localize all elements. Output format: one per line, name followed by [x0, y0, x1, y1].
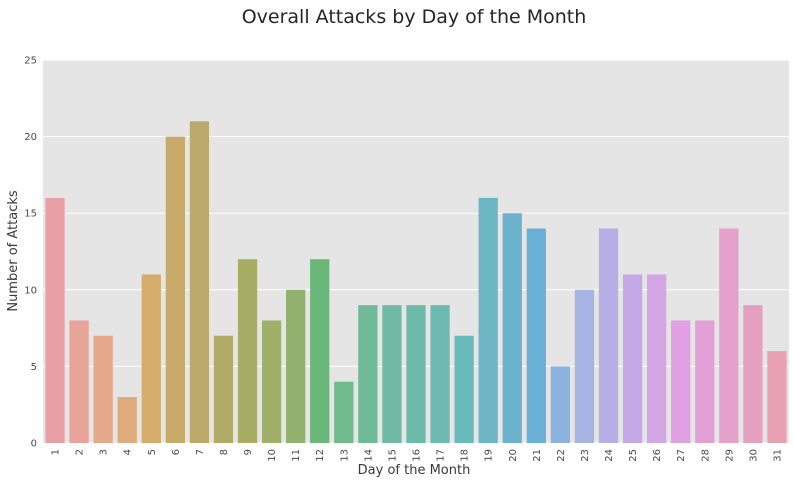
x-tick-label: 16 — [412, 449, 423, 462]
x-tick-label: 5 — [147, 449, 158, 455]
x-tick-label: 18 — [460, 449, 471, 462]
bar-day-28 — [695, 320, 715, 443]
bar-day-24 — [598, 228, 619, 443]
x-tick-label: 7 — [195, 449, 206, 455]
x-tick-label: 19 — [484, 449, 495, 462]
bar-day-8 — [213, 335, 234, 443]
x-tick-label: 11 — [291, 449, 302, 462]
bar-day-2 — [69, 320, 89, 443]
bar-day-4 — [117, 397, 137, 443]
x-tick-label: 26 — [652, 449, 663, 462]
x-tick-label: 30 — [748, 449, 759, 462]
x-tick-label: 28 — [700, 449, 711, 462]
bar-day-16 — [406, 305, 426, 443]
x-tick-label: 9 — [243, 449, 254, 455]
y-axis-label: Number of Attacks — [6, 190, 21, 312]
x-tick-label: 31 — [772, 449, 783, 462]
bar-day-11 — [286, 289, 306, 443]
x-tick-label: 2 — [75, 449, 86, 455]
x-tick-label: 29 — [724, 449, 735, 462]
x-tick-label: 25 — [628, 449, 639, 462]
bar-day-14 — [358, 305, 378, 443]
bar-day-17 — [430, 305, 450, 443]
bar-day-29 — [719, 228, 739, 443]
x-tick-label: 21 — [532, 449, 543, 462]
x-tick-label: 12 — [315, 449, 326, 462]
y-tick-labels: 0 5 10 15 20 25 — [24, 56, 37, 450]
bar-day-25 — [622, 274, 643, 443]
bar-day-27 — [671, 320, 691, 443]
y-tick-label: 5 — [31, 362, 37, 373]
x-tick-label: 13 — [339, 449, 350, 462]
bar-day-7 — [189, 121, 210, 443]
x-tick-label: 14 — [363, 449, 374, 462]
bar-day-21 — [526, 228, 546, 443]
bar-day-10 — [261, 320, 282, 443]
x-tick-label: 27 — [676, 449, 687, 462]
bar-day-18 — [454, 335, 474, 443]
bars-group — [45, 121, 787, 443]
bar-day-15 — [382, 305, 402, 443]
chart-title: Overall Attacks by Day of the Month — [242, 6, 587, 28]
y-tick-label: 15 — [24, 209, 37, 220]
x-tick-labels: 1 2 3 4 5 6 7 8 9 10 11 12 13 14 15 16 17 18 19 20 21 22 23 24 2… — [51, 449, 784, 462]
x-axis-label: Day of the Month — [358, 463, 471, 478]
bar-day-6 — [165, 136, 185, 443]
x-tick-label: 8 — [219, 449, 230, 455]
x-tick-label: 15 — [387, 449, 398, 462]
x-tick-label: 4 — [123, 449, 134, 455]
x-tick-label: 23 — [580, 449, 591, 462]
bar-day-26 — [647, 274, 667, 443]
y-tick-label: 25 — [24, 56, 37, 67]
bar-day-22 — [550, 366, 571, 443]
bar-day-20 — [502, 213, 522, 443]
y-tick-label: 20 — [24, 132, 37, 143]
bar-day-23 — [574, 289, 595, 443]
bar-day-13 — [334, 381, 354, 443]
x-tick-label: 1 — [51, 449, 62, 455]
x-tick-label: 22 — [556, 449, 567, 462]
x-tick-label: 20 — [508, 449, 519, 462]
bar-day-5 — [141, 274, 161, 443]
x-tick-label: 24 — [604, 449, 615, 462]
x-tick-label: 6 — [171, 449, 182, 455]
x-tick-label: 10 — [267, 449, 278, 462]
x-tick-label: 3 — [99, 449, 110, 455]
bar-day-9 — [237, 259, 258, 443]
bar-day-19 — [478, 197, 498, 443]
bar-day-1 — [45, 197, 65, 443]
bar-day-3 — [93, 335, 113, 443]
bar-day-30 — [743, 305, 763, 443]
y-tick-label: 10 — [24, 285, 37, 296]
x-tick-label: 17 — [436, 449, 447, 462]
bar-day-31 — [767, 351, 787, 443]
y-tick-label: 0 — [31, 439, 37, 450]
bar-day-12 — [310, 259, 330, 443]
